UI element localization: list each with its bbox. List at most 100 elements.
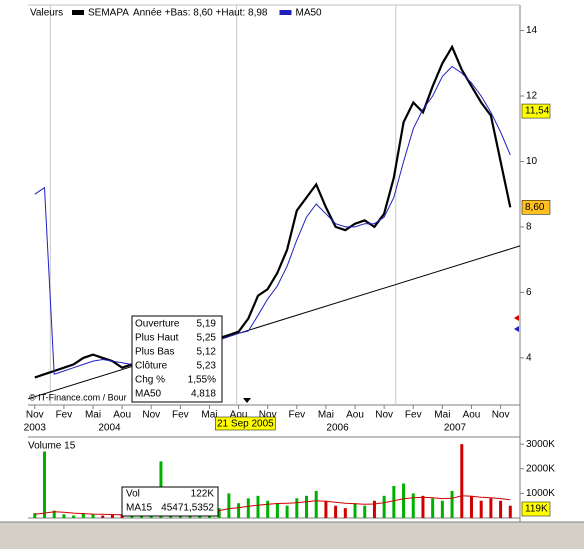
volume-bar: [91, 514, 95, 518]
trendline: [27, 245, 521, 400]
volume-title: Volume 15: [28, 441, 76, 452]
volume-bar: [353, 503, 357, 518]
cursor-date-box: [215, 416, 276, 431]
volume-bar: [382, 495, 386, 518]
legend-entry: MA50: [295, 8, 322, 19]
volume-bar: [499, 500, 503, 518]
year-label: 2003: [24, 423, 47, 434]
volume-bar: [110, 514, 114, 518]
price-label-box: [521, 103, 551, 119]
year-label: 2006: [326, 423, 349, 434]
tooltip-value: 4,818: [191, 389, 216, 400]
year-label: 2004: [98, 423, 121, 434]
volume-label: 119K: [525, 504, 548, 515]
volume-bar: [324, 500, 328, 518]
tooltip-label: Plus Bas: [135, 347, 174, 358]
volume-bar: [62, 514, 66, 518]
volume-bar: [489, 498, 493, 518]
volume-bar: [460, 444, 464, 518]
cursor-marker: [243, 398, 251, 403]
x-tick-label: Nov: [26, 410, 44, 421]
volume-bar: [450, 490, 454, 518]
volume-bar: [33, 513, 37, 518]
volume-bar: [305, 495, 309, 518]
x-tick-label: Nov: [259, 410, 277, 421]
price-label: 11,54: [525, 106, 550, 117]
volume-bar: [120, 515, 124, 518]
info-label: MA15: [126, 503, 153, 514]
tooltip-value: 5,25: [197, 333, 217, 344]
volume-bar: [372, 500, 376, 518]
legend-swatch: [72, 10, 84, 15]
y-tick-label: 6: [526, 287, 532, 298]
volume-ma-line: [34, 495, 511, 516]
x-tick-label: Fev: [56, 410, 73, 421]
tooltip-label: Plus Haut: [135, 333, 179, 344]
volume-bar: [343, 508, 347, 518]
volume-bar: [275, 503, 279, 518]
volume-bar: [421, 495, 425, 518]
x-tick-label: Nov: [142, 410, 160, 421]
status-bar: [0, 522, 584, 549]
volume-bar: [402, 483, 406, 518]
info-value: 45471,5352: [161, 503, 214, 514]
volume-bar: [392, 485, 396, 518]
tooltip-value: 5,12: [197, 347, 217, 358]
x-tick-label: Mai: [318, 410, 334, 421]
y-tick-label: 12: [526, 91, 538, 102]
tooltip-label: Ouverture: [135, 319, 180, 330]
price-label-box: [521, 200, 551, 215]
marker-arrow: [514, 326, 519, 332]
volume-bar: [285, 505, 289, 518]
volume-bar: [256, 495, 260, 518]
x-tick-label: Fev: [405, 410, 422, 421]
subtitle: Année +Bas: 8,60 +Haut: 8,98: [133, 8, 268, 19]
y-tick-label: 8: [526, 222, 532, 233]
volume-bar: [508, 505, 512, 518]
legend-label: Valeurs: [30, 8, 63, 19]
tooltip-value: 5,23: [197, 361, 217, 372]
volume-bar: [469, 495, 473, 518]
volume-bar: [52, 510, 56, 518]
volume-label-box: [521, 501, 551, 517]
y-tick-label: 4: [526, 353, 532, 364]
volume-bar: [217, 508, 221, 518]
y-tick-label: 2000K: [526, 463, 555, 474]
volume-bar: [479, 500, 483, 518]
volume-bar: [431, 498, 435, 518]
volume-bar: [81, 513, 85, 518]
x-tick-label: Mai: [434, 410, 450, 421]
y-tick-label: 3000K: [526, 439, 555, 450]
x-tick-label: Mai: [201, 410, 217, 421]
info-label: Vol: [126, 489, 140, 500]
x-tick-label: Nov: [375, 410, 393, 421]
volume-bar: [363, 505, 367, 518]
volume-bar: [334, 505, 338, 518]
x-tick-label: Aou: [230, 410, 248, 421]
price-label: 8,60: [525, 202, 545, 213]
volume-bar: [295, 498, 299, 518]
x-tick-label: Fev: [172, 410, 189, 421]
volume-bar: [72, 515, 76, 518]
tooltip-label: Clôture: [135, 361, 168, 372]
info-value: 122K: [191, 489, 215, 500]
copyright: © IT-Finance.com / Bour: [29, 392, 127, 402]
tooltip-label: Chg %: [135, 375, 165, 386]
legend-entry: SEMAPA: [88, 8, 129, 19]
info-box: [121, 486, 219, 517]
volume-bar: [314, 490, 318, 518]
volume-bar: [42, 451, 46, 518]
legend-swatch: [279, 10, 292, 15]
price-line: [34, 65, 511, 375]
x-tick-label: Fev: [288, 410, 305, 421]
x-tick-label: Aou: [463, 410, 481, 421]
y-tick-label: 14: [526, 25, 538, 36]
x-tick-label: Nov: [492, 410, 510, 421]
volume-bar: [411, 493, 415, 518]
y-tick-label: 1000K: [526, 488, 555, 499]
volume-bar: [266, 500, 270, 518]
volume-bar: [246, 498, 250, 518]
tooltip-value: 5,19: [197, 319, 217, 330]
